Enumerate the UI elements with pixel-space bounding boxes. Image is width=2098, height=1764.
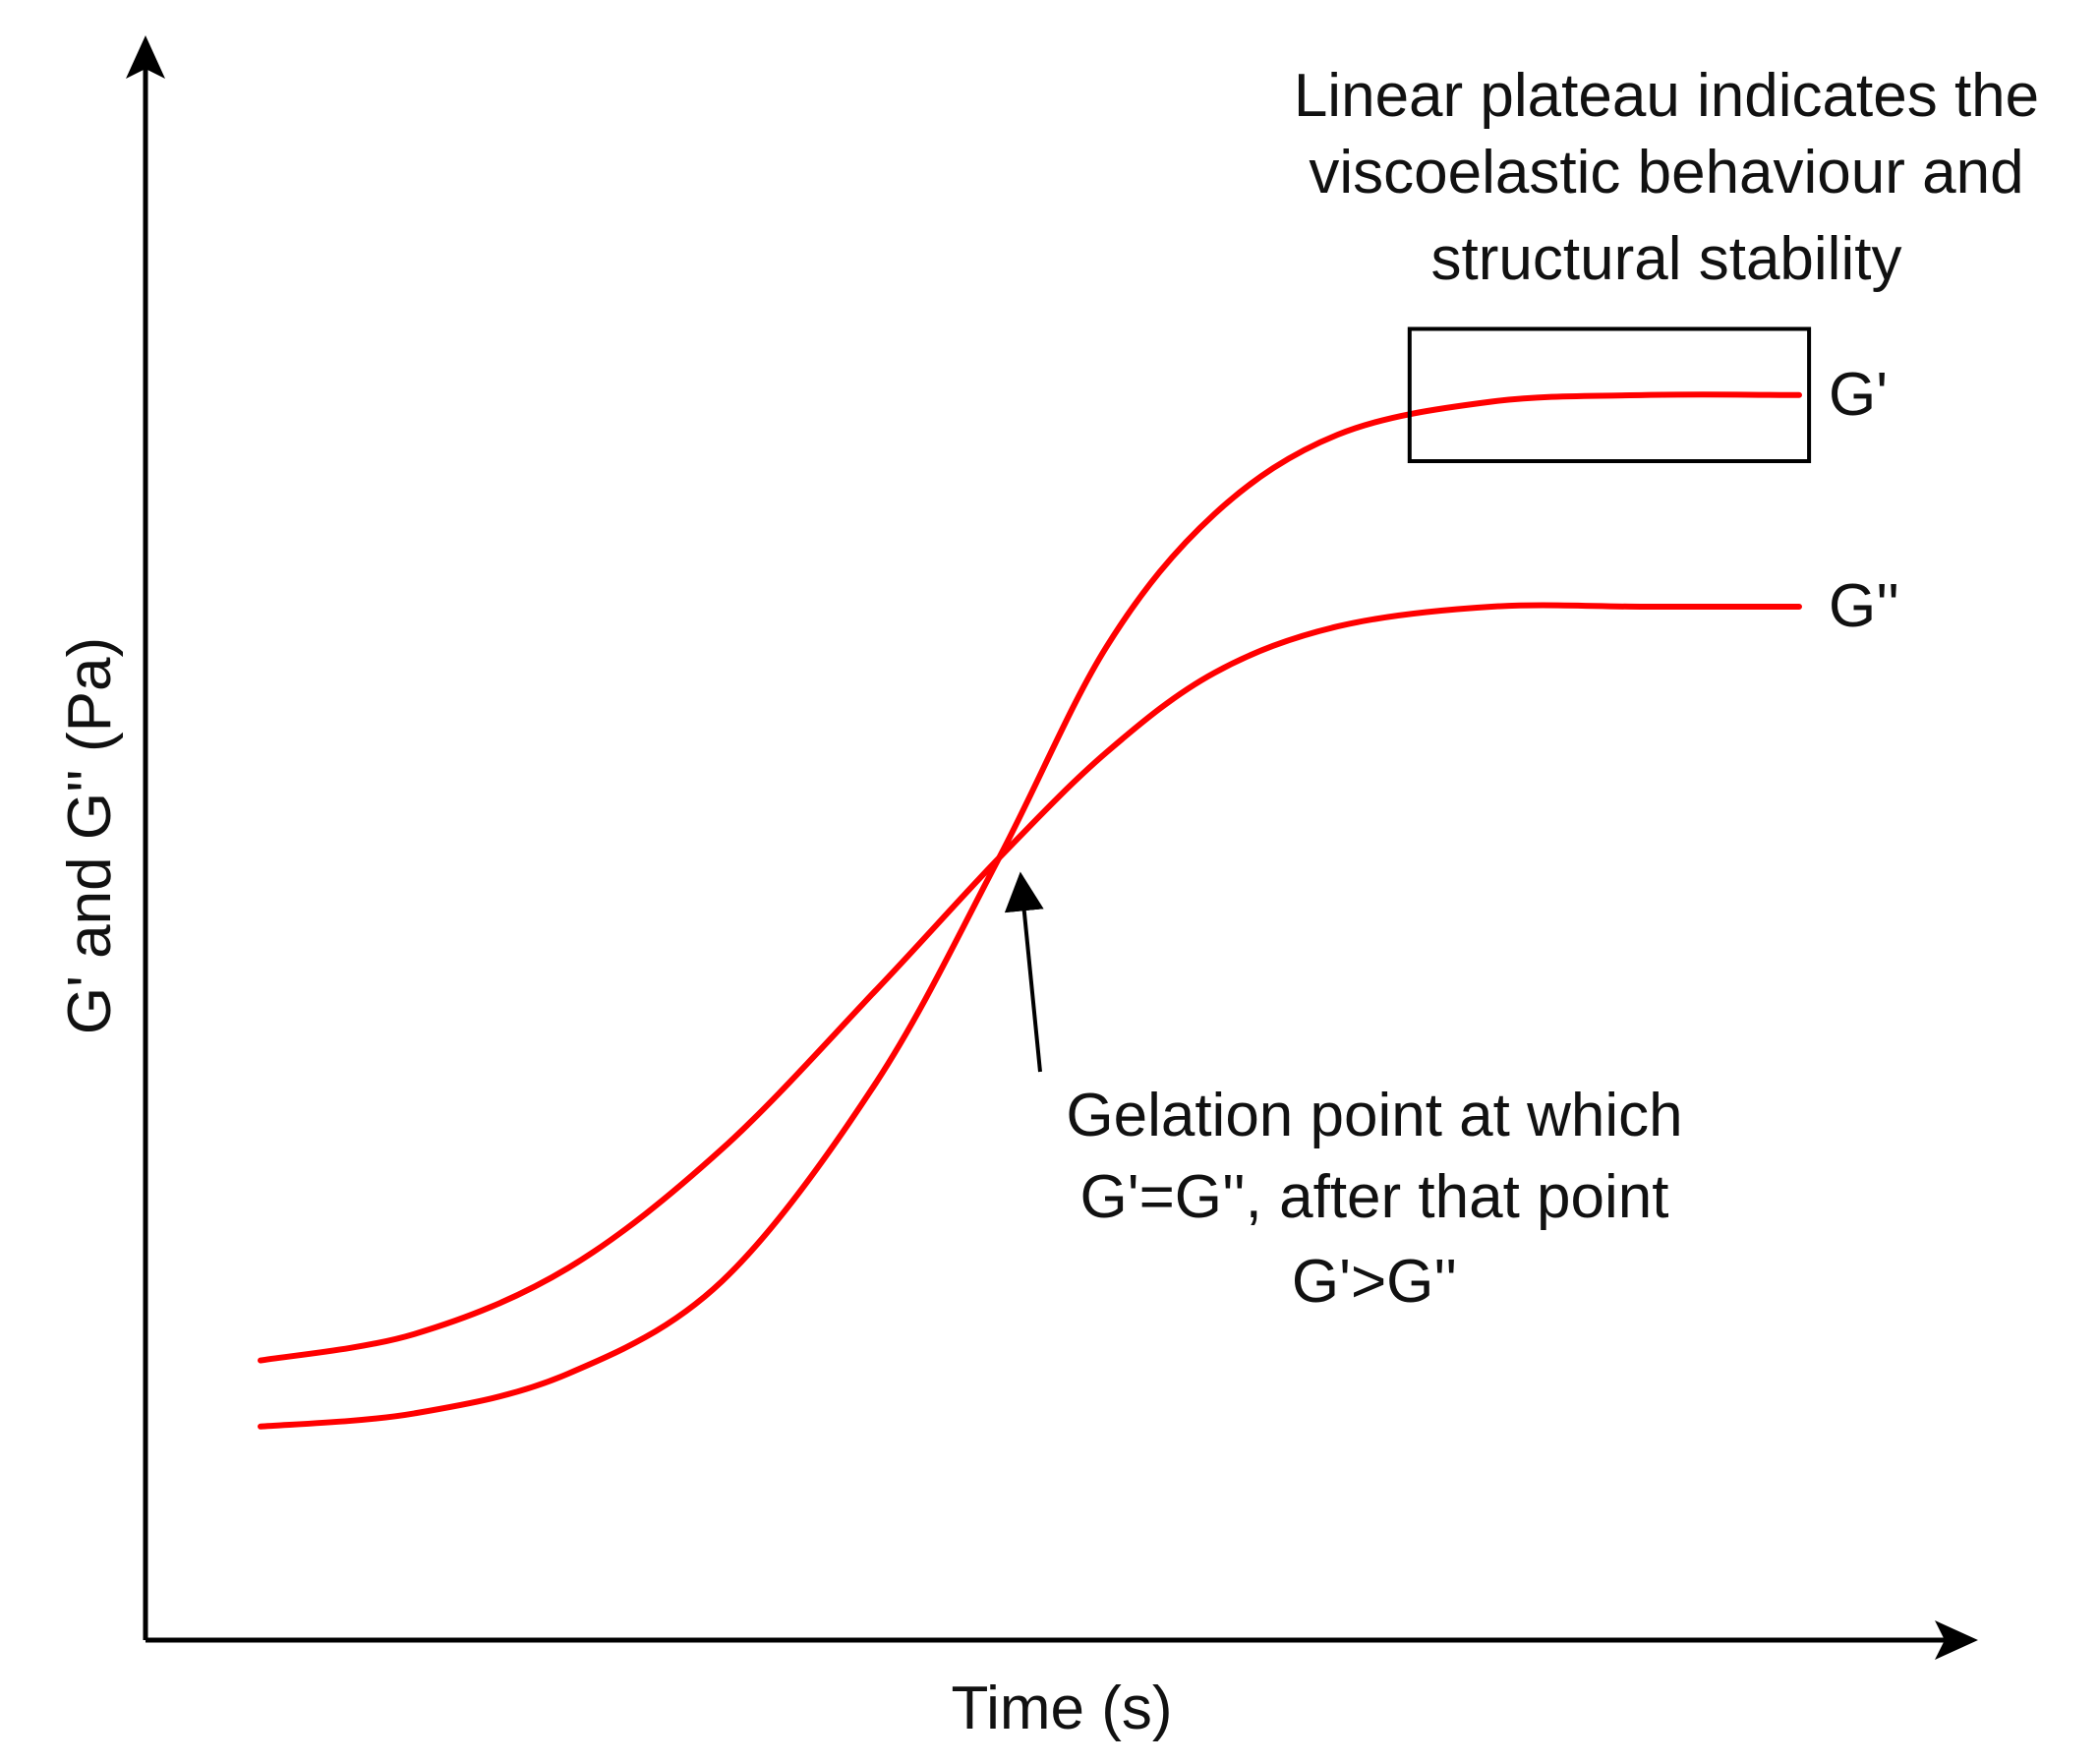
gelation-arrow-icon xyxy=(1004,871,1044,1073)
series-line-g-prime xyxy=(258,391,1802,1430)
y-axis-title: G' and G'' (Pa) xyxy=(56,637,124,1034)
gelation-annotation-line-1: Gelation point at which xyxy=(1066,1082,1682,1149)
axes xyxy=(126,35,1978,1660)
gelation-annotation-line-3: G'>G'' xyxy=(1292,1248,1457,1316)
series-line-g-double-prime xyxy=(258,602,1802,1364)
x-axis-arrow-icon xyxy=(1935,1620,1978,1660)
plateau-annotation-line-1: Linear plateau indicates the xyxy=(1294,62,2039,130)
plateau-annotation-line-3: structural stability xyxy=(1431,225,1902,293)
plateau-annotation-line-2: viscoelastic behaviour and xyxy=(1309,139,2023,206)
x-axis-title: Time (s) xyxy=(952,1675,1173,1742)
gelation-annotation-line-2: G'=G'', after that point xyxy=(1080,1163,1669,1231)
series-label-g-prime: G' xyxy=(1829,361,1888,429)
series-label-g-double-prime: G'' xyxy=(1829,572,1899,640)
gelation-annotation: Gelation point at which G'=G'', after th… xyxy=(1066,1082,1682,1316)
y-axis-arrow-icon xyxy=(126,35,165,79)
plateau-highlight-box xyxy=(1407,326,1812,463)
plateau-annotation: Linear plateau indicates the viscoelasti… xyxy=(1294,62,2039,293)
series-group xyxy=(258,391,1802,1430)
